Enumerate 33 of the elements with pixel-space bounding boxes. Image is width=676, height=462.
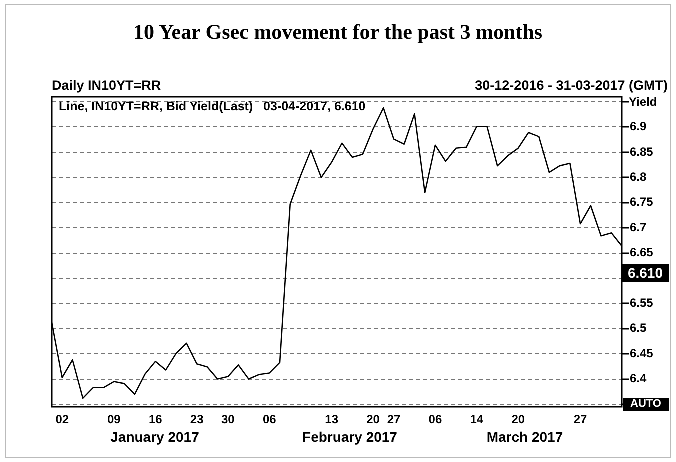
annotation: Line, IN10YT=RR, Bid Yield(Last) 03-04-2017, 6.610	[59, 100, 366, 114]
x-tick-label: 20	[366, 412, 380, 427]
x-tick-label: 30	[222, 412, 236, 427]
x-tick-label: 06	[262, 412, 277, 427]
x-tick-label: 13	[325, 412, 339, 427]
y-tick-label: 6.85	[630, 144, 654, 159]
y-tick-label: 6.45	[630, 346, 654, 360]
y-tick-label: 6.4	[630, 372, 648, 386]
x-tick-label: 14	[470, 412, 484, 427]
x-tick-label: 27	[387, 412, 401, 427]
y-tick-label: 6.7	[630, 220, 648, 234]
y-tick-label: 6.8	[630, 170, 648, 184]
y-tick-label: 6.65	[630, 246, 654, 260]
y-tick-label: 6.5	[630, 321, 648, 336]
text: 30-12-2016 - 31-03-2017 (GMT)	[475, 78, 668, 93]
x-tick-label: 27	[574, 412, 588, 427]
x-tick-label: 23	[190, 412, 204, 427]
x-tick-label: 20	[512, 412, 526, 427]
x-tick-label: 09	[108, 412, 122, 427]
chart-title: 10 Year Gsec movement for the past 3 months	[132, 20, 544, 45]
text: March 2017	[486, 429, 564, 445]
text: January 2017	[110, 429, 200, 445]
y-tick-label: 6.9	[630, 120, 648, 134]
y-tick-label: 6.55	[630, 296, 654, 310]
x-tick-label: 02	[56, 412, 70, 427]
chart-subtitle: Daily IN10YT=RR	[52, 78, 162, 93]
x-tick-label: 16	[148, 412, 163, 427]
y-axis-title: Yield	[629, 95, 658, 109]
auto-button: AUTO	[623, 398, 669, 411]
y-tick-label: 6.75	[630, 195, 654, 210]
x-tick-label: 06	[428, 412, 442, 427]
text: 6.610	[622, 264, 669, 282]
text: February 2017	[302, 429, 398, 445]
